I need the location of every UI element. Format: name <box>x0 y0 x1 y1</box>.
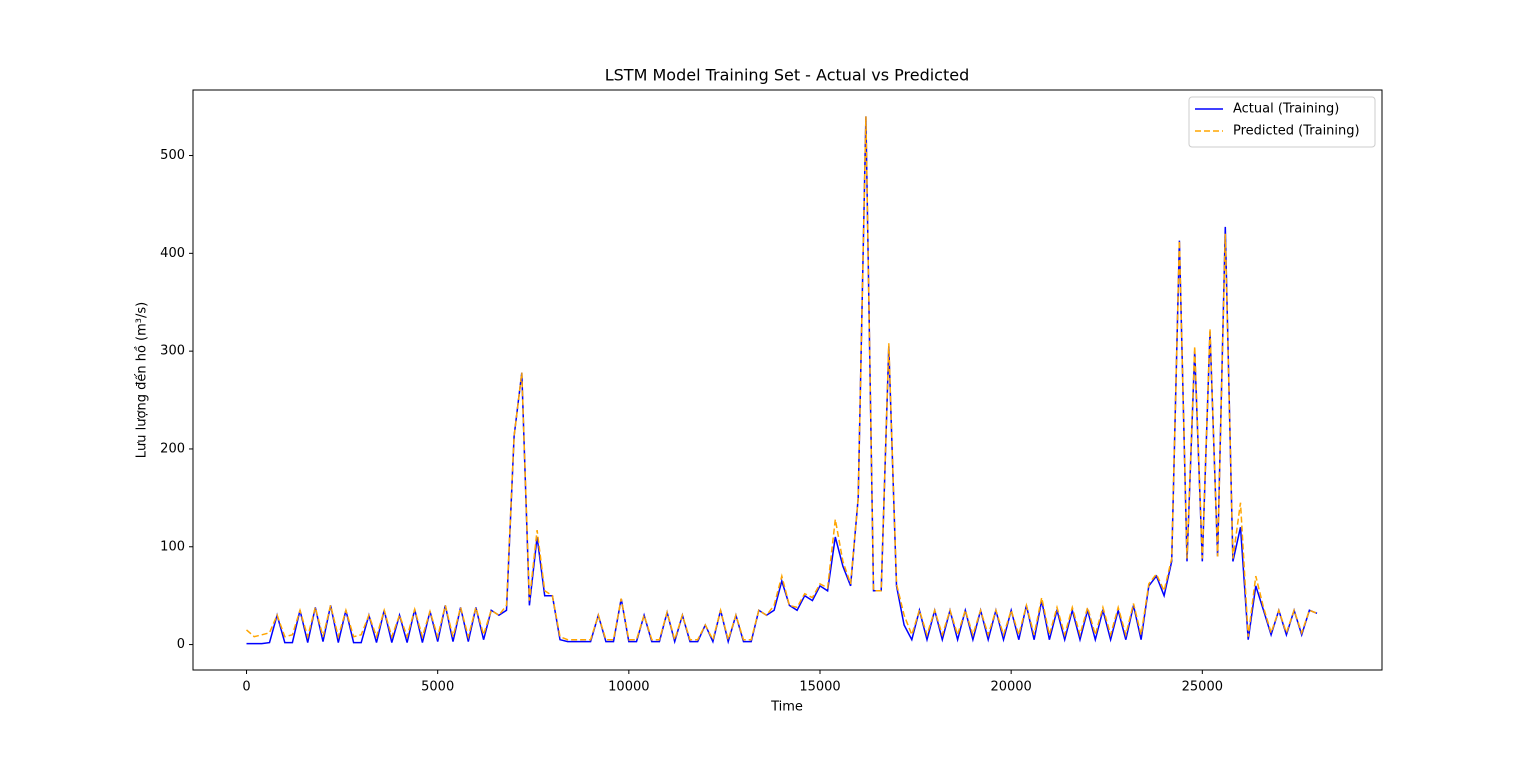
plot-frame <box>192 89 1383 671</box>
series-line <box>246 116 1318 645</box>
x-tick-label: 10000 <box>608 680 649 695</box>
x-axis-label: Time <box>770 700 803 715</box>
legend-label: Actual (Training) <box>1233 102 1339 117</box>
series-line <box>246 116 1318 643</box>
y-tick-label: 300 <box>160 344 185 359</box>
y-tick-label: 400 <box>160 246 185 261</box>
y-tick-label: 0 <box>177 637 185 652</box>
y-tick-label: 500 <box>160 148 185 163</box>
y-tick-label: 200 <box>160 441 185 456</box>
x-tick-label: 25000 <box>1182 680 1223 695</box>
x-tick-label: 0 <box>242 680 250 695</box>
legend-label: Predicted (Training) <box>1233 124 1360 139</box>
x-tick-label: 5000 <box>421 680 454 695</box>
chart-title: LSTM Model Training Set - Actual vs Pred… <box>605 66 970 85</box>
y-tick-label: 100 <box>160 539 185 554</box>
x-tick-label: 15000 <box>799 680 840 695</box>
legend-box <box>1188 96 1376 148</box>
y-axis-label: Lưu lượng đến hồ (m³/s) <box>135 302 150 458</box>
x-tick-label: 20000 <box>990 680 1031 695</box>
